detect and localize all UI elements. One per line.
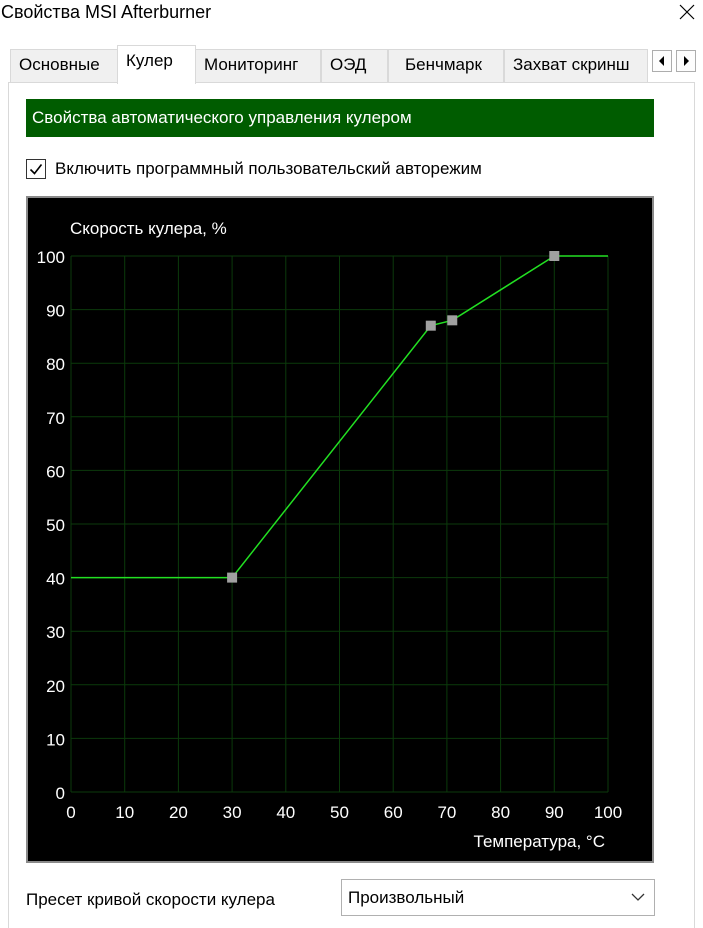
tab-strip: Основные Кулер Мониторинг ОЭД Бенчмарк З… <box>0 43 703 84</box>
curve-control-point[interactable] <box>549 251 560 261</box>
fan-curve-graph[interactable]: 0 10 20 30 40 50 60 70 80 90 100 0 10 20 30 40 50 60 70 80 9… <box>26 196 654 863</box>
preset-value: Произвольный <box>348 888 465 907</box>
tab-label: Кулер <box>126 51 173 70</box>
fan-curve-chart[interactable]: 0 10 20 30 40 50 60 70 80 90 100 0 10 20 30 40 50 60 70 80 9… <box>28 198 652 861</box>
section-header: Свойства автоматического управления куле… <box>26 99 654 137</box>
curve-control-point[interactable] <box>447 315 458 326</box>
x-tick-label: 10 <box>115 803 134 822</box>
close-icon <box>679 4 695 20</box>
x-tick-label: 70 <box>437 803 456 822</box>
fan-curve-series-line <box>71 255 608 579</box>
arrow-right-icon <box>684 56 689 66</box>
y-tick-label: 100 <box>37 248 65 267</box>
tab-screenshot-capture[interactable]: Захват скринш <box>504 49 648 83</box>
y-tick-label: 20 <box>46 677 65 696</box>
x-tick-label: 40 <box>276 803 295 822</box>
tab-general[interactable]: Основные <box>10 49 118 83</box>
y-tick-label: 50 <box>46 516 65 535</box>
auto-mode-checkbox[interactable] <box>26 159 46 179</box>
x-tick-label: 0 <box>66 803 75 822</box>
arrow-left-icon <box>659 56 664 66</box>
tab-benchmark[interactable]: Бенчмарк <box>388 49 504 83</box>
x-tick-label: 90 <box>545 803 564 822</box>
y-tick-label: 30 <box>46 623 65 642</box>
y-tick-label: 0 <box>56 784 65 803</box>
tab-scroll-left-button[interactable] <box>652 50 672 72</box>
x-tick-label: 100 <box>594 803 622 822</box>
y-tick-label: 10 <box>46 730 65 749</box>
curve-control-point[interactable] <box>227 572 238 583</box>
y-tick-label: 70 <box>46 409 65 428</box>
tab-label: Мониторинг <box>204 55 299 74</box>
y-axis-label: Скорость кулера, % <box>70 219 227 238</box>
y-tick-label: 80 <box>46 355 65 374</box>
y-tick-label: 90 <box>46 302 65 321</box>
x-tick-label: 60 <box>384 803 403 822</box>
preset-label: Пресет кривой скорости кулера <box>26 890 275 909</box>
tab-label: Основные <box>19 55 100 74</box>
auto-mode-label: Включить программный пользовательский ав… <box>55 159 482 178</box>
x-tick-label: 80 <box>491 803 510 822</box>
tab-label: Захват скринш <box>513 55 630 74</box>
fan-curve-points[interactable] <box>227 251 560 583</box>
y-tick-label: 60 <box>46 462 65 481</box>
tab-osd[interactable]: ОЭД <box>321 49 388 83</box>
tab-label: Бенчмарк <box>405 55 482 74</box>
x-tick-label: 50 <box>330 803 349 822</box>
x-tick-label: 20 <box>169 803 188 822</box>
chart-grid <box>70 255 609 793</box>
title-bar: Свойства MSI Afterburner <box>0 0 703 26</box>
chevron-down-icon <box>631 893 645 901</box>
tab-scroll-right-button[interactable] <box>676 50 696 72</box>
x-axis-label: Температура, °C <box>474 832 605 851</box>
checkmark-icon <box>29 164 43 175</box>
tab-monitoring[interactable]: Мониторинг <box>195 49 321 83</box>
preset-dropdown[interactable]: Произвольный <box>341 879 655 916</box>
fan-curve-line <box>71 255 608 579</box>
chart-ticks: 0 10 20 30 40 50 60 70 80 90 100 0 10 20 30 40 50 60 70 80 9… <box>37 248 623 822</box>
close-button[interactable] <box>673 0 703 24</box>
curve-control-point[interactable] <box>425 320 436 331</box>
tab-label: ОЭД <box>330 55 367 74</box>
y-tick-label: 40 <box>46 570 65 589</box>
window-title: Свойства MSI Afterburner <box>1 2 212 22</box>
tab-cooler[interactable]: Кулер <box>117 45 196 84</box>
x-tick-label: 30 <box>223 803 242 822</box>
